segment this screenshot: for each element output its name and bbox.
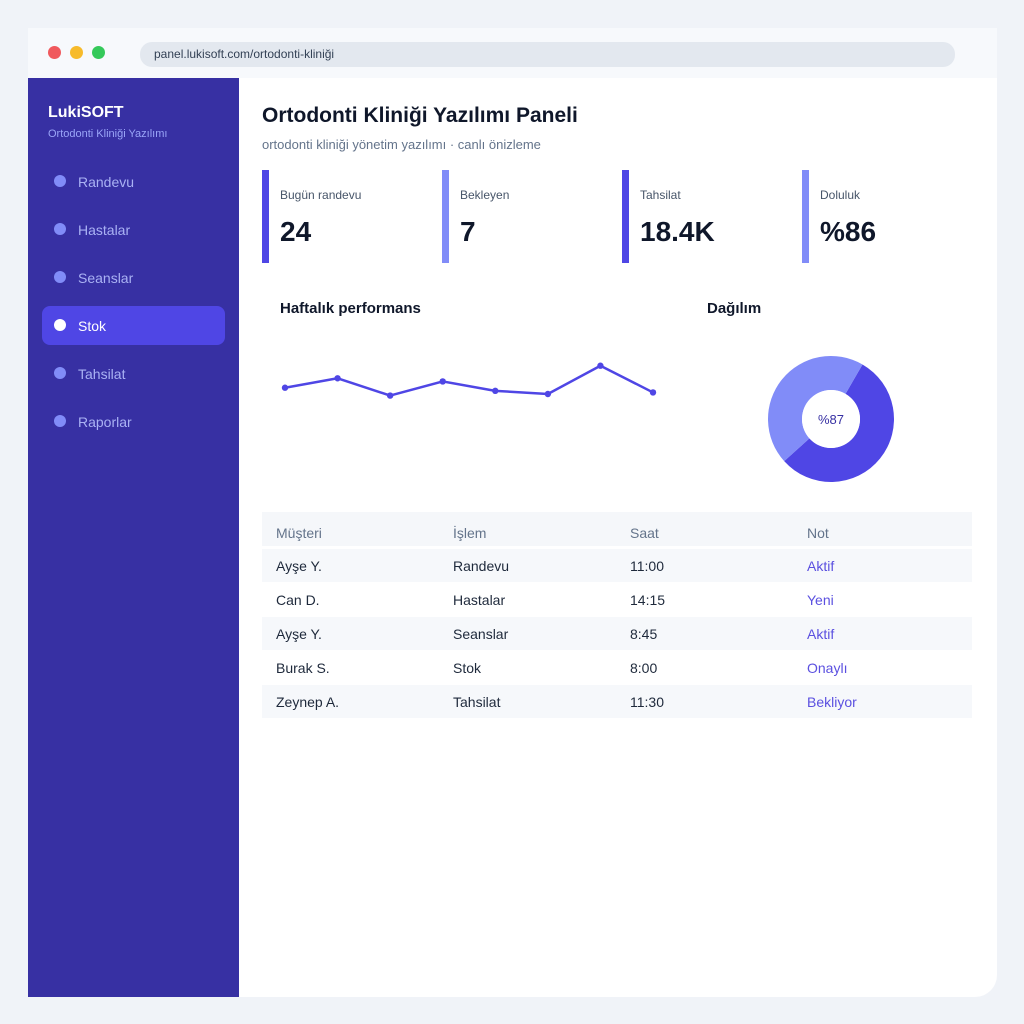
data-point-1[interactable] [281, 384, 289, 391]
sidebar-item-seanslar[interactable]: Seanslar [42, 258, 225, 297]
title-bar: panel.lukisoft.com/ortodonti-kliniği [28, 28, 997, 78]
data-point-8[interactable] [649, 389, 657, 396]
main-content: Ortodonti Kliniği Yazılımı Paneli ortodo… [239, 78, 997, 997]
time-cell: 8:00 [630, 660, 658, 676]
address-bar[interactable]: panel.lukisoft.com/ortodonti-kliniği [140, 42, 955, 67]
activity-table: Müşteri İşlem Saat Not Ayşe Y. Randevu 1… [262, 512, 972, 719]
donut-center-label: %87 [818, 412, 844, 427]
brand-logo: LukiSOFT [48, 104, 124, 121]
kpi-value: 18.4K [640, 216, 715, 247]
sidebar-item-label: Randevu [78, 174, 135, 190]
customer-cell: Ayşe Y. [276, 558, 322, 574]
sidebar-item-stok[interactable]: Stok [42, 306, 225, 345]
kpi-value: %86 [820, 216, 877, 247]
status-badge: Yeni [807, 592, 834, 608]
kpi-label: Doluluk [820, 188, 861, 202]
sidebar-item-tahsilat[interactable]: Tahsilat [42, 354, 225, 393]
kpi-label: Bugün randevu [280, 188, 362, 202]
donut-slice-2[interactable] [768, 356, 863, 462]
sidebar-item-hastalar[interactable]: Hastalar [42, 210, 225, 249]
column-header[interactable]: Not [807, 525, 829, 541]
customer-cell: Zeynep A. [276, 694, 340, 710]
kpi-card-collections: Tahsilat 18.4K [622, 170, 782, 263]
status-badge: Bekliyor [807, 694, 857, 710]
kpi-label: Bekleyen [460, 188, 510, 202]
time-cell: 11:00 [630, 558, 664, 574]
data-point-2[interactable] [334, 375, 341, 382]
time-cell: 14:15 [630, 592, 666, 608]
nav-dot-icon [54, 271, 66, 283]
kpi-card-appointments: Bugün randevu 24 [262, 170, 422, 263]
brand-subtitle: Ortodonti Kliniği Yazılımı [48, 128, 168, 140]
kpi-card-pending: Bekleyen 7 [442, 170, 602, 263]
donut-hole [802, 390, 860, 448]
column-header[interactable]: Müşteri [276, 525, 322, 541]
operation-cell: Seanslar [453, 626, 509, 642]
customer-cell: Can D. [276, 592, 320, 608]
nav-dot-icon [54, 367, 66, 379]
data-point-4[interactable] [439, 378, 446, 385]
status-badge: Aktif [807, 558, 835, 574]
kpi-value: 24 [280, 216, 312, 247]
page-subtitle: ortodonti kliniği yönetim yazılımı · can… [262, 137, 541, 152]
customer-cell: Ayşe Y. [276, 626, 322, 642]
sidebar-item-raporlar[interactable]: Raporlar [42, 402, 225, 441]
table-row[interactable]: Burak S. Stok 8:00 Onaylı [262, 651, 972, 685]
status-badge: Aktif [807, 626, 835, 642]
operation-cell: Stok [453, 660, 482, 676]
data-point-5[interactable] [492, 387, 499, 395]
browser-window: panel.lukisoft.com/ortodonti-kliniği Luk… [28, 28, 997, 997]
time-cell: 11:30 [630, 694, 664, 710]
weekly-performance-chart [281, 362, 657, 399]
series-line [284, 364, 654, 397]
column-header[interactable]: Saat [630, 525, 659, 541]
sidebar-item-label: Stok [78, 318, 107, 334]
nav-dot-icon [54, 415, 66, 427]
table-row[interactable]: Zeynep A. Tahsilat 11:30 Bekliyor [262, 685, 972, 719]
table-header-row: Müşteri İşlem Saat Not [262, 512, 972, 549]
nav-dot-icon [54, 319, 66, 331]
nav-dot-icon [54, 223, 66, 235]
operation-cell: Tahsilat [453, 694, 501, 710]
minimize-window-button[interactable] [70, 46, 83, 59]
kpi-value: 7 [460, 216, 476, 247]
performance-title: Haftalık performans [280, 300, 421, 317]
customer-cell: Burak S. [276, 660, 330, 676]
kpi-card-occupancy: Doluluk %86 [802, 170, 962, 263]
maximize-window-button[interactable] [92, 46, 105, 59]
page-title: Ortodonti Kliniği Yazılımı Paneli [262, 104, 578, 127]
table-row[interactable]: Ayşe Y. Seanslar 8:45 Aktif [262, 617, 972, 651]
sidebar-item-label: Seanslar [78, 270, 134, 286]
donut-slice-1[interactable] [784, 364, 894, 482]
sidebar-item-label: Raporlar [78, 414, 132, 430]
sidebar-item-randevu[interactable]: Randevu [42, 162, 225, 201]
status-badge: Onaylı [807, 660, 848, 676]
nav-dot-icon [54, 175, 66, 187]
column-header[interactable]: İşlem [453, 525, 487, 541]
table-row[interactable]: Can D. Hastalar 14:15 Yeni [262, 583, 972, 617]
operation-cell: Randevu [453, 558, 510, 574]
distribution-title: Dağılım [707, 300, 762, 317]
time-cell: 8:45 [630, 626, 658, 642]
data-point-3[interactable] [386, 392, 394, 399]
table-row[interactable]: Ayşe Y. Randevu 11:00 Aktif [262, 549, 972, 583]
data-point-7[interactable] [597, 362, 604, 369]
sidebar-item-label: Hastalar [78, 222, 131, 238]
data-point-6[interactable] [544, 390, 552, 398]
operation-cell: Hastalar [453, 592, 506, 608]
close-window-button[interactable] [48, 46, 61, 59]
kpi-label: Tahsilat [640, 188, 681, 202]
distribution-donut-chart: %87 [768, 356, 894, 482]
sidebar: LukiSOFT Ortodonti Kliniği Yazılımı Rand… [28, 78, 239, 997]
sidebar-item-label: Tahsilat [78, 366, 126, 382]
